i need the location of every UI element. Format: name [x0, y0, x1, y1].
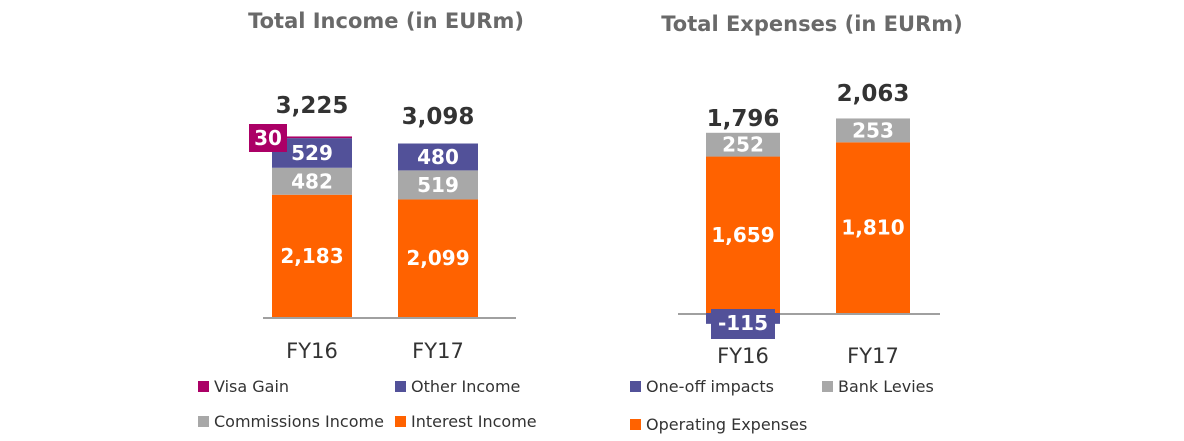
legend-swatch-commissions-income	[198, 416, 209, 427]
legend-swatch-one-off-impacts	[630, 381, 641, 392]
bar-other-income-fy17	[398, 143, 478, 171]
bar-commissions-income-fy16	[272, 167, 352, 195]
expenses-x-tick-fy16: FY16	[717, 344, 769, 368]
label-interest-income-fy16: 2,183	[280, 244, 343, 268]
income-legend: Visa Gain Other Income Commissions Incom…	[198, 377, 537, 431]
income-bars: 2,183 482 529 30 2,099 519 480	[249, 124, 478, 317]
callout-visa-gain-fy16	[249, 124, 287, 152]
label-other-income-fy17: 480	[417, 145, 459, 169]
legend-swatch-visa-gain	[198, 381, 209, 392]
legend-label-commissions-income: Commissions Income	[214, 412, 384, 431]
income-chart: Total Income (in EURm) 2,183 482 529 30 2,09…	[198, 9, 537, 431]
label-commissions-income-fy17: 519	[417, 173, 459, 197]
legend-swatch-operating-expenses	[630, 419, 641, 430]
bar-operating-expenses-fy16	[706, 156, 780, 313]
label-operating-expenses-fy17: 1,810	[841, 216, 904, 240]
label-one-off-impacts-fy16: -115	[718, 311, 768, 335]
legend-swatch-interest-income	[395, 416, 406, 427]
expenses-chart-title: Total Expenses (in EURm)	[661, 12, 962, 36]
expenses-legend: One-off impacts Bank Levies Operating Ex…	[630, 377, 934, 434]
income-x-tick-fy16: FY16	[286, 339, 338, 363]
legend-label-one-off-impacts: One-off impacts	[646, 377, 774, 396]
legend-label-operating-expenses: Operating Expenses	[646, 415, 807, 434]
legend-label-interest-income: Interest Income	[411, 412, 537, 431]
box-one-off-impacts-fy16	[711, 309, 775, 339]
expenses-x-tick-fy17: FY17	[847, 344, 899, 368]
label-bank-levies-fy16: 252	[722, 133, 764, 157]
bar-interest-income-fy17	[398, 199, 478, 317]
bar-commissions-income-fy17	[398, 170, 478, 200]
label-commissions-income-fy16: 482	[291, 169, 333, 193]
label-visa-gain-fy16: 30	[254, 126, 282, 150]
expenses-total-fy17: 2,063	[837, 81, 910, 107]
label-other-income-fy16: 529	[291, 141, 333, 165]
bar-interest-income-fy16	[272, 194, 352, 317]
expenses-total-fy16: 1,796	[707, 106, 780, 132]
label-operating-expenses-fy16: 1,659	[711, 223, 774, 247]
income-x-tick-fy17: FY17	[412, 339, 464, 363]
bar-bank-levies-fy16	[706, 132, 780, 157]
legend-label-bank-levies: Bank Levies	[838, 377, 934, 396]
bar-visa-gain-fy16	[272, 136, 352, 139]
income-total-fy17: 3,098	[402, 104, 475, 130]
income-total-fy16: 3,225	[276, 93, 349, 119]
legend-swatch-bank-levies	[822, 381, 833, 392]
expense-bars: 1,659 252 -115 1,810 253	[706, 118, 910, 339]
legend-label-visa-gain: Visa Gain	[214, 377, 289, 396]
label-interest-income-fy17: 2,099	[406, 246, 469, 270]
legend-swatch-other-income	[395, 381, 406, 392]
bar-bank-levies-fy17	[836, 118, 910, 143]
bar-operating-expenses-fy17	[836, 142, 910, 313]
income-chart-title: Total Income (in EURm)	[248, 9, 524, 33]
expenses-chart: Total Expenses (in EURm) 1,659 252 -115 1,8…	[630, 12, 963, 434]
label-bank-levies-fy17: 253	[852, 118, 894, 142]
legend-label-other-income: Other Income	[411, 377, 520, 396]
